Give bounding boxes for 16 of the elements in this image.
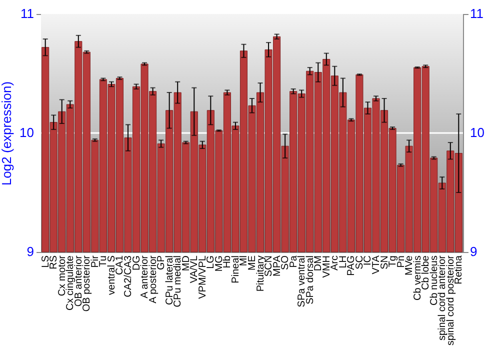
x-tick-label: OB posterior xyxy=(82,254,93,312)
x-tick-label: VTA xyxy=(370,255,382,274)
y-tick-label: 9 xyxy=(26,244,34,259)
x-tick-label: Tg xyxy=(388,256,399,268)
x-tick-label: spinal cord posterior xyxy=(445,254,456,346)
y-axis-title: Log2 (expression) xyxy=(0,81,14,186)
x-tick-label: Pituitary xyxy=(255,256,266,292)
y-tick-label: 10 xyxy=(20,125,34,140)
x-tick-label: RS xyxy=(48,255,60,270)
y2-tick-label: 10 xyxy=(470,125,484,140)
x-tick-label: Retina xyxy=(454,255,465,284)
y2-tick-label: 11 xyxy=(470,6,484,21)
y-tick-label: 11 xyxy=(20,6,34,21)
x-tick-label: A posterior xyxy=(148,254,159,304)
x-tick-label: ME xyxy=(247,255,258,270)
y2-tick-label: 9 xyxy=(470,244,478,259)
